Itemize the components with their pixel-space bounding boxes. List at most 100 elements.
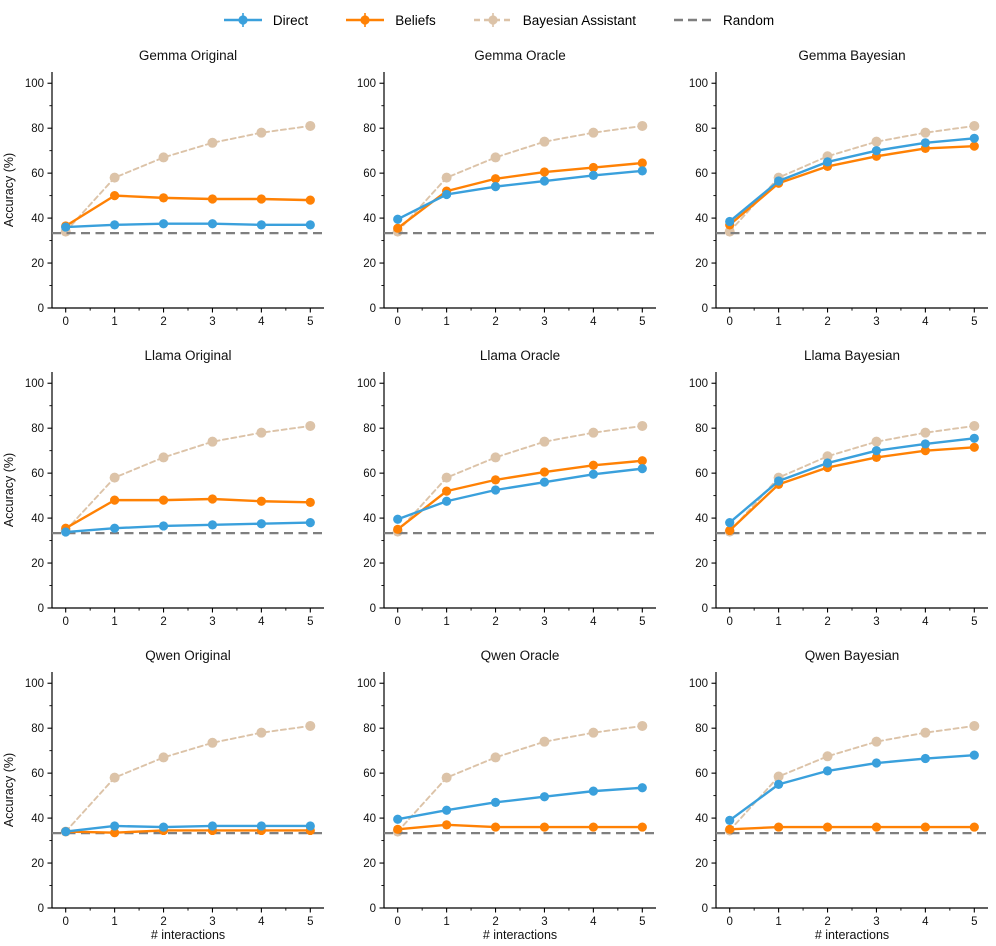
x-tick-label: 4	[922, 316, 929, 328]
direct-line	[64, 824, 312, 833]
direct-marker	[158, 521, 169, 531]
direct-marker	[61, 527, 71, 537]
direct-marker	[969, 433, 979, 443]
direct-marker	[442, 805, 452, 815]
legend-label: Random	[723, 12, 775, 28]
bayesian_assistant-marker	[637, 120, 648, 131]
bayesian_assistant-marker	[969, 420, 980, 431]
y-axis-label: Accuracy (%)	[2, 153, 16, 227]
beliefs-marker	[110, 191, 120, 201]
chart-cell-qwen-oracle: Qwen Oracle 0 20 40 60 80 100 0 1 2 3 4 5 # interacti…	[332, 640, 664, 946]
bayesian_assistant-marker	[822, 451, 833, 462]
direct-line	[396, 169, 644, 221]
y-tick-label: 60	[363, 768, 376, 780]
x-tick-label: 4	[590, 916, 597, 928]
bayesian_assistant-marker	[109, 472, 120, 483]
beliefs-marker	[637, 456, 647, 466]
direct-marker	[539, 792, 550, 802]
y-tick-label: 40	[363, 213, 376, 225]
x-tick-label: 0	[62, 616, 68, 628]
chart-cell-llama-oracle: Llama Oracle 0 20 40 60 80 100 0 1 2 3 4 5	[332, 340, 664, 640]
x-tick-label: 4	[922, 916, 929, 928]
bayesian_assistant-marker	[871, 136, 882, 147]
direct-marker	[490, 797, 501, 807]
chart-title: Gemma Oracle	[474, 48, 566, 63]
direct-marker	[110, 523, 120, 533]
direct-marker	[588, 469, 598, 479]
x-tick-label: 3	[209, 616, 215, 628]
y-tick-label: 0	[702, 303, 708, 315]
direct-marker	[637, 166, 647, 176]
direct-marker	[637, 783, 647, 793]
y-tick-label: 100	[357, 78, 376, 90]
beliefs-marker	[725, 525, 735, 536]
y-tick-label: 80	[31, 723, 44, 735]
direct-marker	[442, 189, 452, 200]
legend-item-beliefs: Beliefs	[344, 11, 436, 29]
bayesian_assistant-marker	[773, 771, 784, 782]
beliefs-line	[728, 825, 976, 831]
chart-title: Qwen Bayesian	[805, 648, 900, 663]
bayesian_assistant-marker	[490, 752, 501, 763]
chart-cell-gemma-original: Gemma Original 0 20 40 60 80 100 0 1 2 3 4 5 Accuracy…	[0, 40, 332, 340]
y-tick-label: 100	[689, 678, 708, 690]
direct-marker	[920, 753, 930, 764]
chart-title: Qwen Original	[145, 648, 231, 663]
x-axis-label: # interactions	[151, 928, 225, 942]
y-tick-label: 60	[31, 768, 44, 780]
bayesian_assistant-marker	[441, 472, 452, 483]
x-tick-label: 4	[258, 616, 265, 628]
direct-marker	[871, 758, 882, 768]
x-tick-label: 0	[394, 916, 400, 928]
y-tick-label: 60	[363, 468, 376, 480]
chart-gemma-oracle: Gemma Oracle 0 20 40 60 80 100 0 1 2 3 4 5	[357, 48, 656, 328]
direct-marker	[822, 766, 833, 776]
y-tick-label: 40	[695, 513, 708, 525]
beliefs-line	[64, 194, 312, 228]
x-tick-label: 2	[160, 616, 166, 628]
x-tick-label: 2	[160, 316, 166, 328]
direct-marker	[969, 750, 979, 760]
figure-legend: Direct Beliefs Bayesian Assistant Random	[0, 0, 996, 40]
x-tick-label: 3	[541, 316, 547, 328]
bayesian_assistant-marker	[920, 727, 931, 738]
beliefs-marker	[158, 193, 169, 203]
bayesian_assistant-marker	[920, 127, 931, 138]
bayesian_assistant-marker	[207, 436, 218, 447]
beliefs-marker	[539, 822, 550, 832]
chart-title: Gemma Original	[139, 48, 237, 63]
x-tick-label: 0	[62, 316, 68, 328]
beliefs-line	[396, 161, 644, 230]
y-tick-label: 60	[695, 768, 708, 780]
direct-marker	[871, 446, 882, 456]
direct-marker	[774, 476, 784, 486]
beliefs-marker	[871, 822, 882, 832]
y-tick-label: 20	[695, 258, 708, 270]
x-tick-label: 2	[492, 916, 498, 928]
x-tick-label: 2	[492, 616, 498, 628]
beliefs-marker	[969, 141, 979, 151]
bayesian_assistant-marker	[207, 737, 218, 748]
beliefs-line	[64, 829, 312, 834]
x-axis-label: # interactions	[483, 928, 557, 942]
y-tick-label: 80	[363, 723, 376, 735]
beliefs-line	[728, 144, 976, 227]
direct-marker	[774, 779, 784, 789]
y-tick-label: 40	[31, 213, 44, 225]
x-tick-label: 3	[541, 916, 547, 928]
y-tick-label: 80	[363, 123, 376, 135]
direct-marker	[158, 822, 169, 832]
direct-marker	[305, 821, 315, 831]
direct-marker	[725, 815, 735, 825]
beliefs-marker	[490, 174, 501, 184]
y-tick-label: 100	[25, 378, 44, 390]
beliefs-line	[396, 459, 644, 531]
beliefs-marker	[774, 822, 784, 832]
x-tick-label: 3	[209, 916, 215, 928]
beliefs-marker	[305, 497, 315, 507]
beliefs-marker	[871, 452, 882, 463]
direct-marker	[207, 219, 218, 229]
x-tick-label: 5	[971, 316, 977, 328]
x-tick-label: 0	[726, 316, 732, 328]
y-tick-label: 80	[363, 423, 376, 435]
